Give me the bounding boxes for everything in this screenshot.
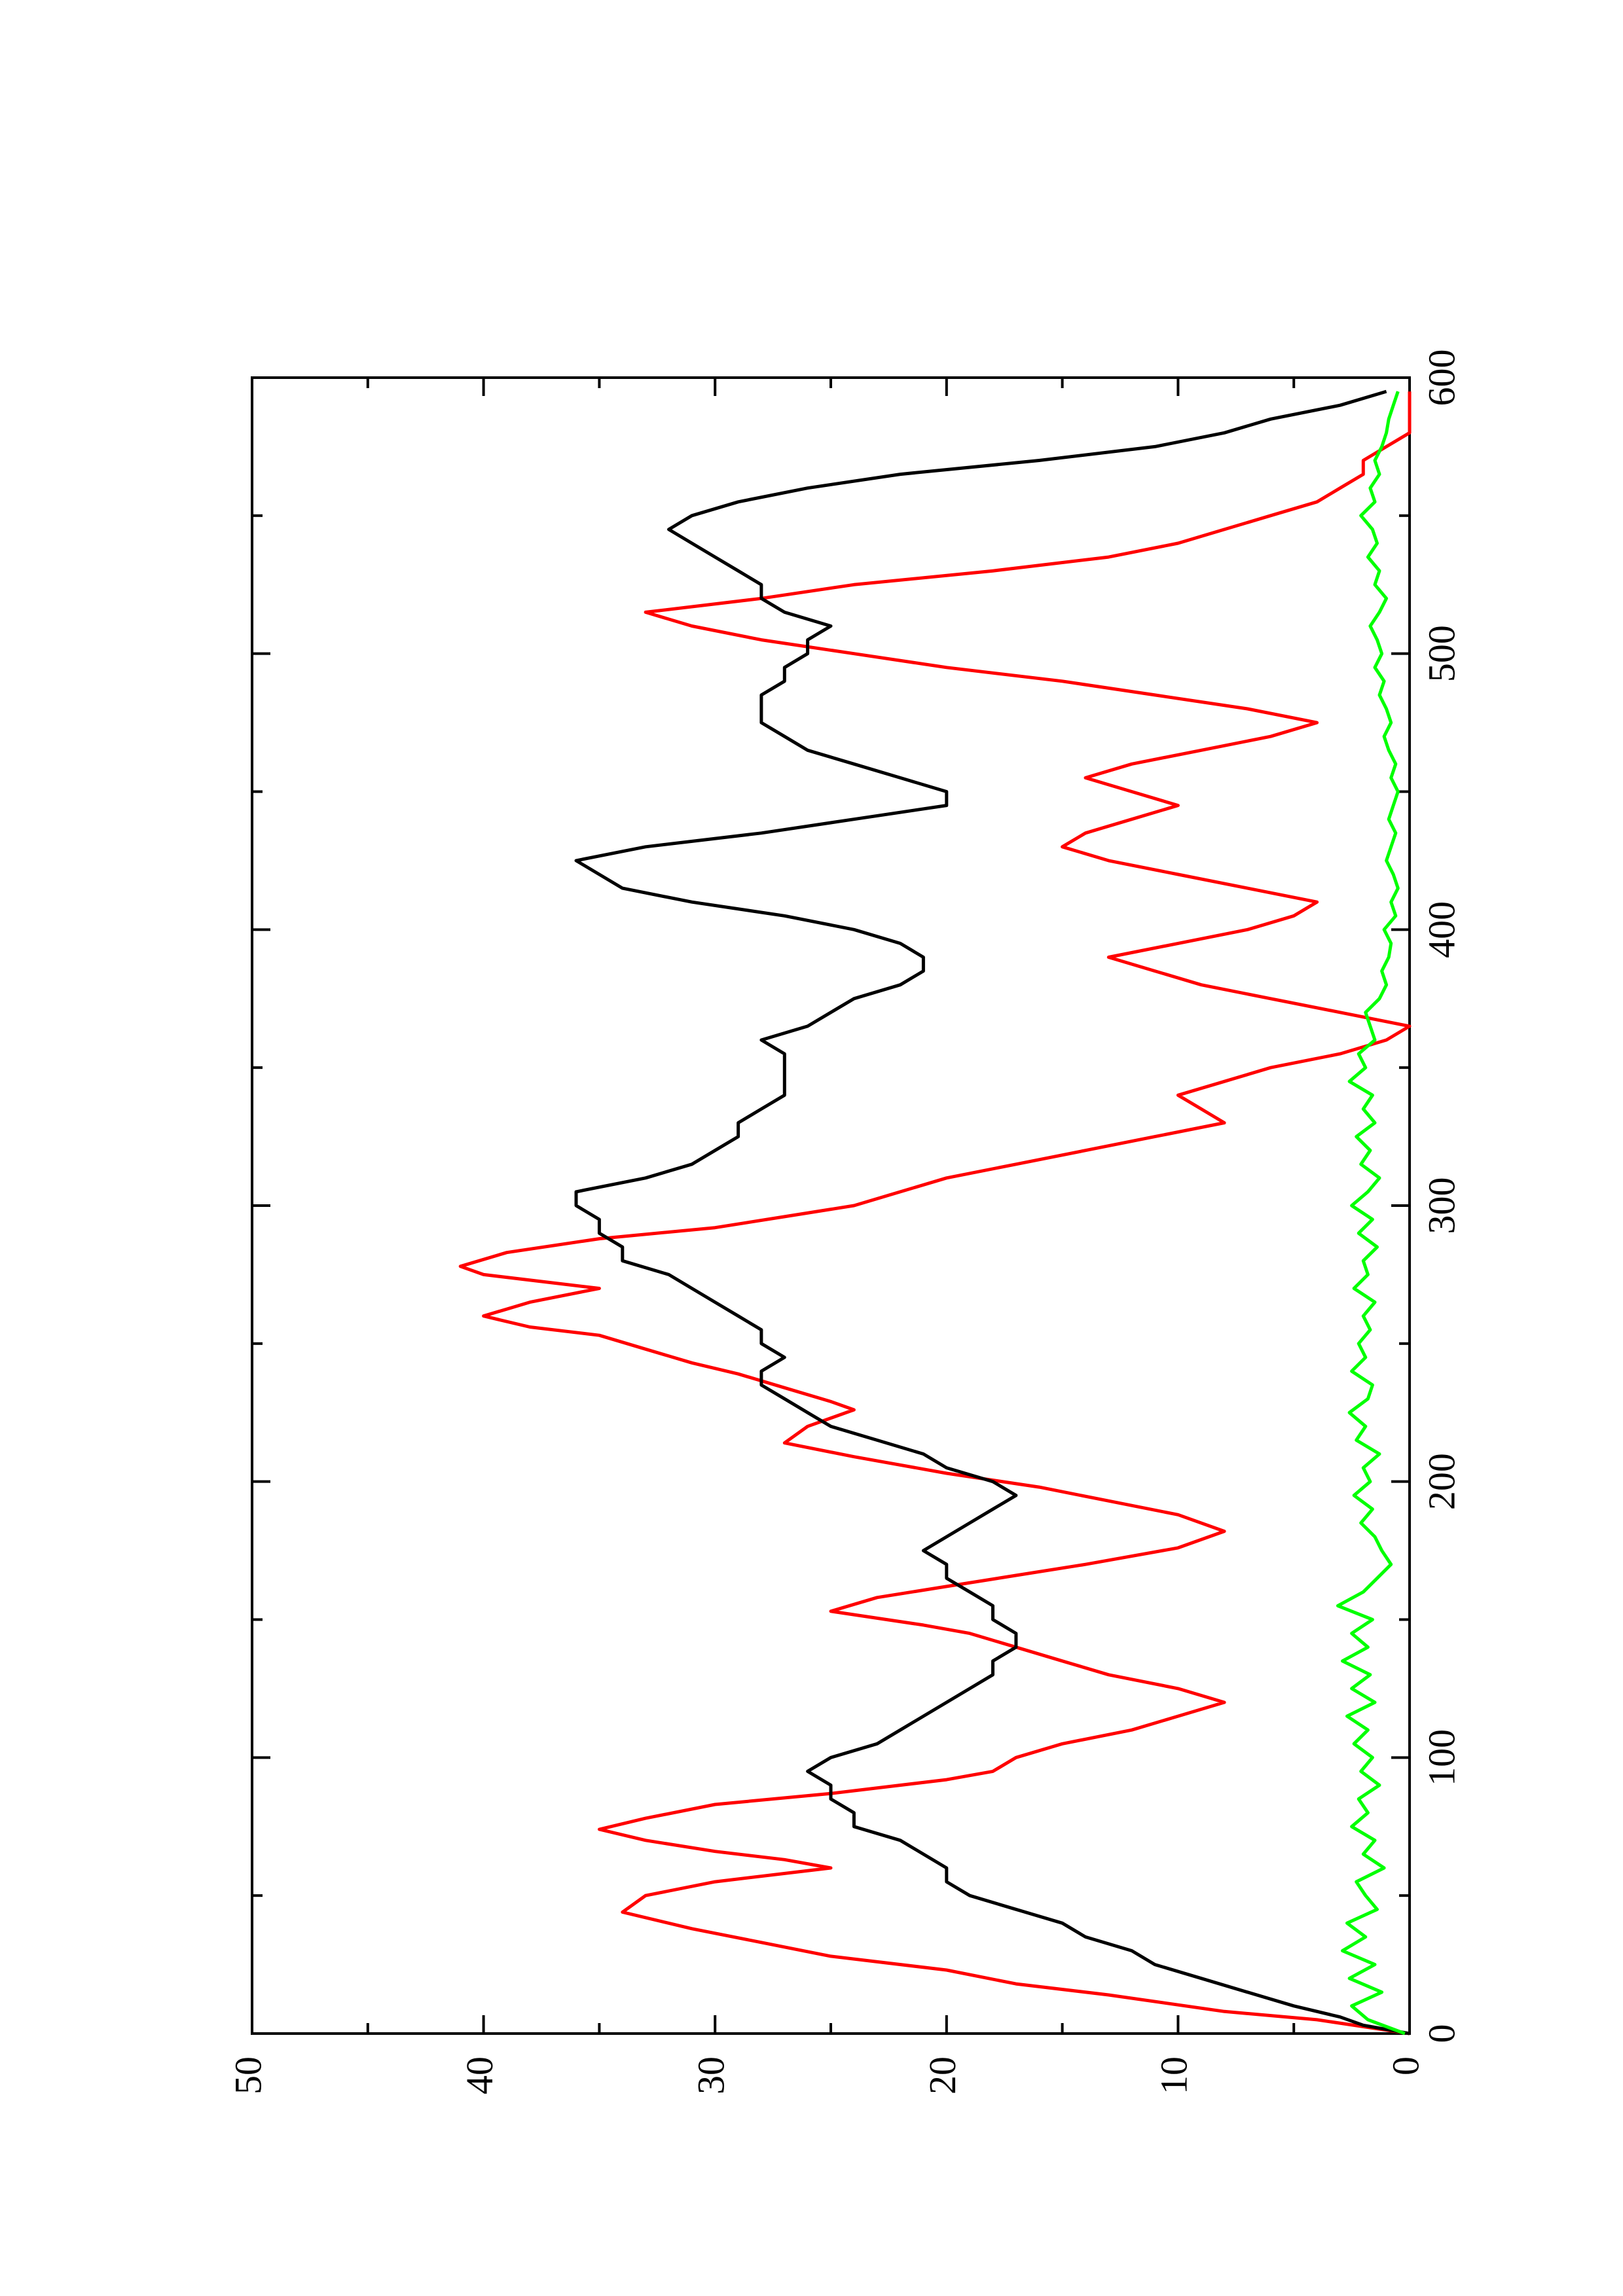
- y-tick-label: 50: [227, 2056, 269, 2094]
- x-tick-label: 600: [1420, 350, 1463, 406]
- x-tick-label: 200: [1420, 1453, 1463, 1510]
- y-tick-label: 20: [921, 2056, 964, 2094]
- y-tick-label: 30: [690, 2056, 733, 2094]
- x-tick-label: 500: [1420, 625, 1463, 682]
- axis-ticks: [251, 376, 1411, 2035]
- x-tick-label: 300: [1420, 1177, 1463, 1234]
- data-series: [458, 389, 1412, 2036]
- axis-tick-labels: 0 100 200 300 400 500 600 0 10 20 30 40 50: [227, 350, 1463, 2095]
- series-line-2: [574, 389, 1410, 2036]
- x-tick-label: 400: [1420, 901, 1463, 958]
- y-tick-label: 0: [1384, 2056, 1427, 2075]
- x-tick-label: 100: [1420, 1729, 1463, 1786]
- series-line-3: [1336, 391, 1406, 2036]
- x-tick-label: 0: [1420, 2024, 1463, 2043]
- y-tick-label: 40: [458, 2056, 501, 2094]
- y-tick-label: 10: [1153, 2056, 1195, 2094]
- series-line-1: [458, 391, 1412, 2036]
